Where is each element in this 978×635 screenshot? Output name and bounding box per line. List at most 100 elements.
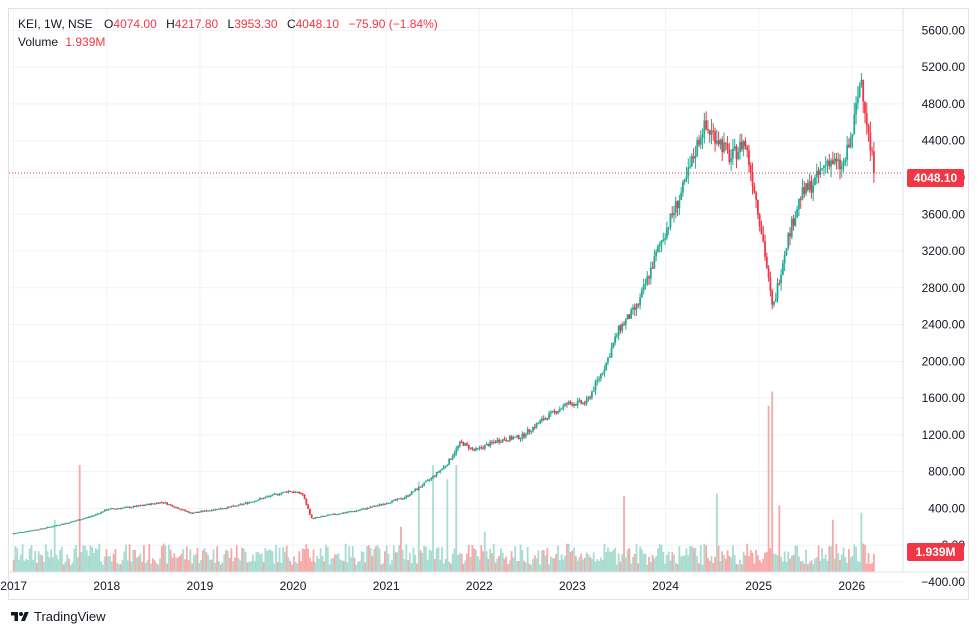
volume-bar — [25, 558, 28, 572]
candle-body — [52, 526, 54, 528]
candle-body — [376, 505, 379, 507]
volume-bar — [496, 558, 499, 572]
candle-body — [109, 508, 111, 510]
candle-body — [476, 448, 479, 450]
volume-bar — [703, 543, 706, 572]
volume-bar — [849, 557, 852, 572]
candle-body — [248, 502, 251, 504]
candle-body — [162, 502, 165, 504]
volume-bar — [346, 562, 349, 572]
candle-body — [858, 85, 861, 98]
symbol-label[interactable]: KEI, 1W, NSE — [18, 17, 93, 31]
candle-body — [601, 373, 604, 375]
low-label: L — [227, 17, 235, 31]
volume-bar — [637, 563, 640, 572]
candle-body — [437, 471, 440, 473]
volume-bar — [91, 547, 94, 572]
chart-panel[interactable] — [8, 8, 969, 600]
volume-bar — [664, 563, 666, 572]
volume-bar — [665, 555, 668, 572]
volume-bar — [858, 562, 861, 572]
volume-bar — [387, 553, 390, 572]
candle-body — [662, 239, 665, 241]
volume-bar — [655, 556, 658, 572]
candle-body — [724, 142, 727, 144]
volume-bar — [96, 549, 99, 572]
volume-bar — [566, 543, 568, 572]
candle-body — [739, 141, 741, 153]
candle-body — [671, 213, 674, 216]
volume-bar — [355, 564, 358, 572]
candle-body — [794, 217, 797, 226]
candle-body — [351, 511, 354, 513]
volume-bar — [351, 546, 354, 572]
y-tick-label: 5200.00 — [922, 60, 966, 74]
volume-bar — [837, 553, 840, 572]
candle-body — [292, 491, 295, 493]
candle-body — [275, 493, 277, 495]
candle-body — [89, 516, 92, 518]
candle-body — [826, 160, 829, 166]
candle-body — [630, 309, 633, 319]
volume-bar — [375, 546, 377, 572]
candle-body — [742, 141, 745, 150]
candle-body — [312, 518, 315, 520]
candle-body — [253, 500, 256, 502]
volume-bar — [257, 551, 260, 572]
candle-body — [373, 505, 376, 507]
volume-bar — [567, 543, 570, 572]
candle-body — [309, 508, 311, 515]
volume-bar — [471, 545, 474, 572]
volume-bar — [43, 562, 45, 572]
y-tick-label: 1600.00 — [922, 391, 966, 405]
volume-bar — [783, 551, 786, 572]
volume-bar — [660, 544, 663, 572]
candle-body — [744, 141, 747, 147]
candle-body — [62, 523, 65, 525]
volume-bar — [159, 558, 161, 572]
candle-body — [707, 128, 709, 131]
candle-body — [175, 507, 177, 509]
volume-bar — [739, 559, 741, 572]
candle-body — [118, 508, 120, 510]
volume-bar — [109, 555, 111, 572]
volume-bar — [787, 551, 790, 572]
volume-bar — [353, 557, 356, 572]
candle-body — [358, 509, 361, 511]
volume-bar — [262, 562, 265, 572]
volume-label[interactable]: Volume — [18, 35, 59, 49]
volume-bar — [737, 564, 740, 572]
volume-bar — [682, 555, 684, 572]
candle-body — [212, 509, 215, 511]
volume-bar — [805, 549, 807, 572]
candle-body — [549, 411, 552, 414]
candle-body — [764, 241, 766, 257]
volume-bar — [516, 560, 518, 572]
candle-body — [715, 140, 718, 144]
candle-body — [851, 134, 854, 137]
volume-bar — [640, 549, 643, 572]
candle-body — [860, 80, 863, 86]
candle-body — [285, 491, 288, 493]
candle-body — [865, 113, 868, 126]
volume-bar — [221, 562, 224, 572]
volume-bar — [223, 554, 226, 572]
candle-body — [821, 167, 824, 170]
candle-body — [357, 510, 360, 512]
candle-body — [649, 267, 652, 279]
volume-bar — [235, 545, 238, 572]
volume-bar — [369, 548, 372, 572]
candle-body — [615, 335, 618, 337]
volume-bar — [289, 561, 292, 572]
volume-bar — [485, 551, 488, 572]
candle-body — [714, 131, 716, 144]
volume-bar — [623, 496, 625, 572]
volume-bar — [68, 558, 70, 572]
candle-body — [705, 120, 708, 129]
volume-bar — [560, 554, 563, 572]
volume-bar — [337, 553, 340, 572]
volume-bar — [73, 548, 76, 572]
volume-bar — [674, 562, 677, 572]
tradingview-brand[interactable]: TradingView — [10, 609, 106, 624]
